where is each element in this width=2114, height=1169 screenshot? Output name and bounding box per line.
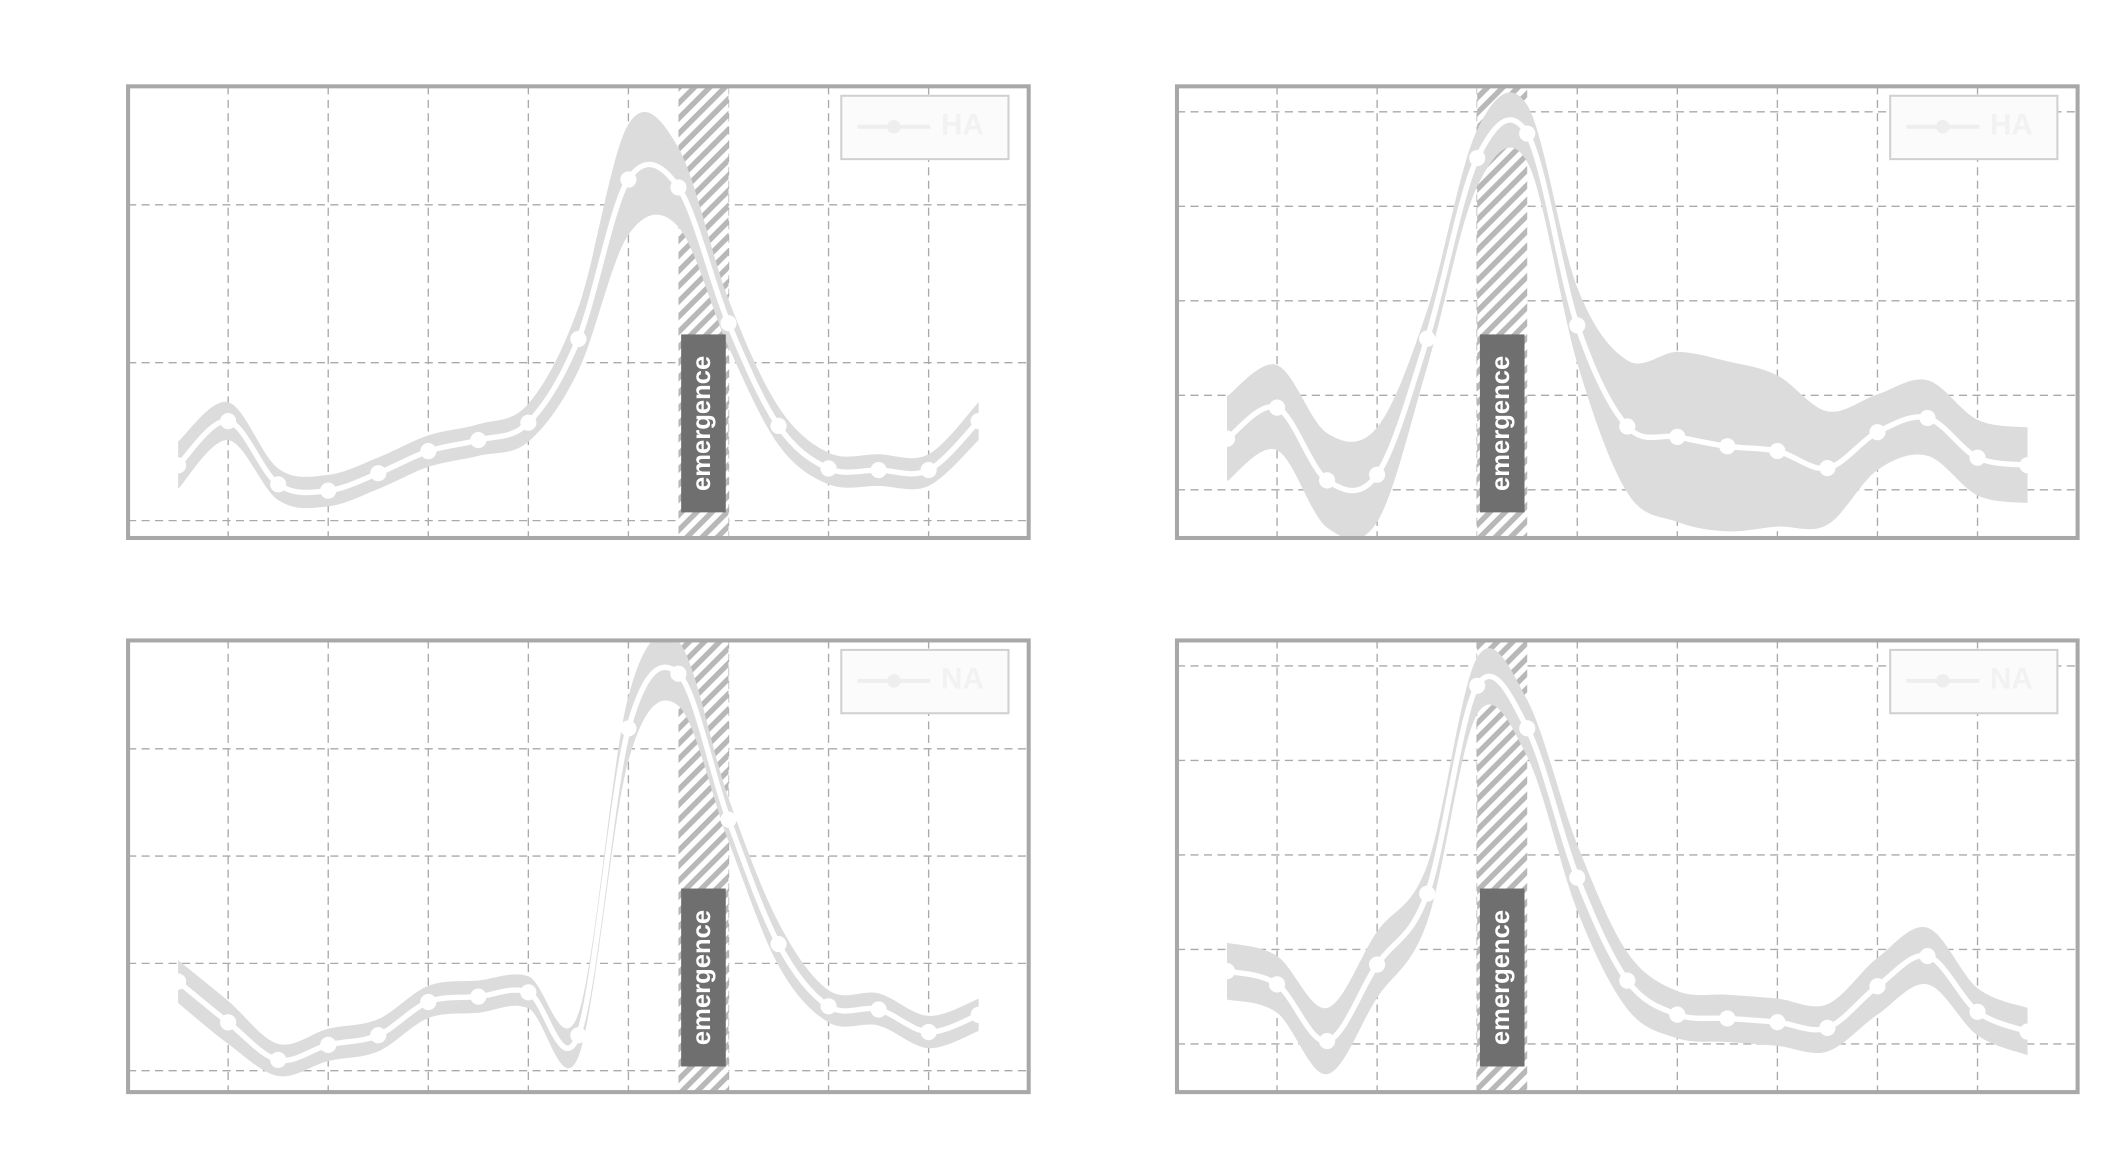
- series-marker: [1319, 1032, 1336, 1050]
- emergence-label: emergence: [1487, 910, 1515, 1045]
- series-marker: [1268, 399, 1286, 416]
- series-marker: [1869, 424, 1886, 441]
- series-marker: [420, 443, 437, 460]
- series-marker: [170, 457, 187, 474]
- series-marker: [1419, 885, 1436, 902]
- panel-frame: [1174, 638, 2080, 1095]
- error-band: [178, 112, 979, 509]
- emergence-label-box: [1479, 334, 1525, 513]
- series-marker: [1769, 1014, 1786, 1031]
- legend-label: NA: [941, 663, 984, 696]
- series-marker: [1569, 869, 1586, 886]
- series-marker: [1218, 963, 1236, 980]
- series-marker: [320, 482, 337, 499]
- emergence-label: emergence: [688, 356, 716, 491]
- series-marker: [1369, 466, 1386, 483]
- series-marker: [370, 465, 387, 482]
- series-marker: [220, 1014, 237, 1031]
- series-marker: [1519, 125, 1536, 142]
- series-marker: [420, 993, 437, 1011]
- series-marker: [570, 330, 587, 348]
- series-marker: [1919, 409, 1936, 427]
- series-marker: [1218, 430, 1236, 447]
- series-marker: [270, 1051, 287, 1069]
- emergence-label-box: [681, 888, 726, 1067]
- series-marker: [1569, 317, 1586, 334]
- series-marker: [1819, 459, 1836, 477]
- series-marker: [1519, 720, 1536, 737]
- panel-frame: [126, 638, 1031, 1095]
- panel-frame: [126, 84, 1031, 541]
- panel: emergence HA: [126, 84, 1031, 541]
- series-marker: [620, 720, 637, 737]
- legend-label: HA: [941, 109, 984, 142]
- series-marker: [970, 1006, 987, 1023]
- series-marker: [1619, 972, 1636, 989]
- legend-marker: [887, 120, 901, 134]
- series-marker: [670, 665, 687, 682]
- series-marker: [520, 414, 537, 431]
- series-marker: [720, 315, 737, 332]
- panel: emergence NA: [1174, 638, 2080, 1095]
- series-marker: [920, 1023, 937, 1041]
- series-marker: [1419, 330, 1436, 347]
- series-marker: [970, 413, 987, 430]
- emergence-label: emergence: [1487, 356, 1515, 491]
- series-marker: [1669, 428, 1686, 445]
- panel-frame: [1174, 84, 2080, 541]
- series-marker: [1469, 677, 1486, 694]
- legend-label: NA: [1990, 663, 2033, 696]
- series-marker: [1769, 442, 1786, 460]
- series-marker: [370, 1027, 387, 1044]
- series-marker: [870, 1001, 887, 1018]
- series-marker: [1869, 978, 1886, 995]
- series-marker: [1319, 472, 1336, 489]
- series-marker: [170, 973, 187, 990]
- legend-marker: [1936, 120, 1950, 134]
- series-marker: [920, 461, 937, 479]
- series-marker: [470, 431, 487, 449]
- series-marker: [1919, 947, 1936, 965]
- series-marker: [870, 461, 887, 479]
- series-marker: [1469, 150, 1486, 167]
- series-marker: [1969, 1003, 1986, 1020]
- panel: emergence NA: [126, 638, 1031, 1095]
- series-marker: [620, 171, 637, 188]
- legend-label: HA: [1990, 109, 2033, 142]
- series-marker: [1619, 418, 1636, 435]
- series-marker: [820, 998, 837, 1015]
- series-marker: [570, 1027, 587, 1044]
- series-marker: [220, 413, 237, 430]
- legend-marker: [1936, 674, 1950, 688]
- series-marker: [1719, 1010, 1736, 1027]
- series-marker: [520, 984, 537, 1001]
- series-marker: [1969, 449, 1986, 466]
- series-marker: [1819, 1019, 1836, 1036]
- emergence-label-box: [681, 334, 726, 513]
- series-marker: [470, 988, 487, 1005]
- error-band: [178, 641, 979, 1077]
- series-marker: [1669, 1006, 1686, 1023]
- series-marker: [720, 811, 737, 828]
- panel: emergence HA: [1174, 84, 2080, 541]
- series-marker: [770, 417, 787, 434]
- error-band: [1227, 92, 2028, 537]
- series-marker: [270, 476, 287, 493]
- series-marker: [670, 179, 687, 196]
- error-band: [1227, 648, 2028, 1075]
- legend-marker: [887, 674, 901, 688]
- series-marker: [320, 1036, 337, 1053]
- emergence-label: emergence: [688, 910, 716, 1045]
- series-marker: [2019, 1023, 2036, 1040]
- emergence-label-box: [1479, 888, 1525, 1067]
- series-marker: [2019, 457, 2036, 474]
- series-marker: [1719, 438, 1736, 455]
- series-marker: [1369, 956, 1386, 973]
- series-marker: [820, 460, 837, 477]
- series-marker: [1268, 976, 1286, 993]
- series-marker: [770, 935, 787, 953]
